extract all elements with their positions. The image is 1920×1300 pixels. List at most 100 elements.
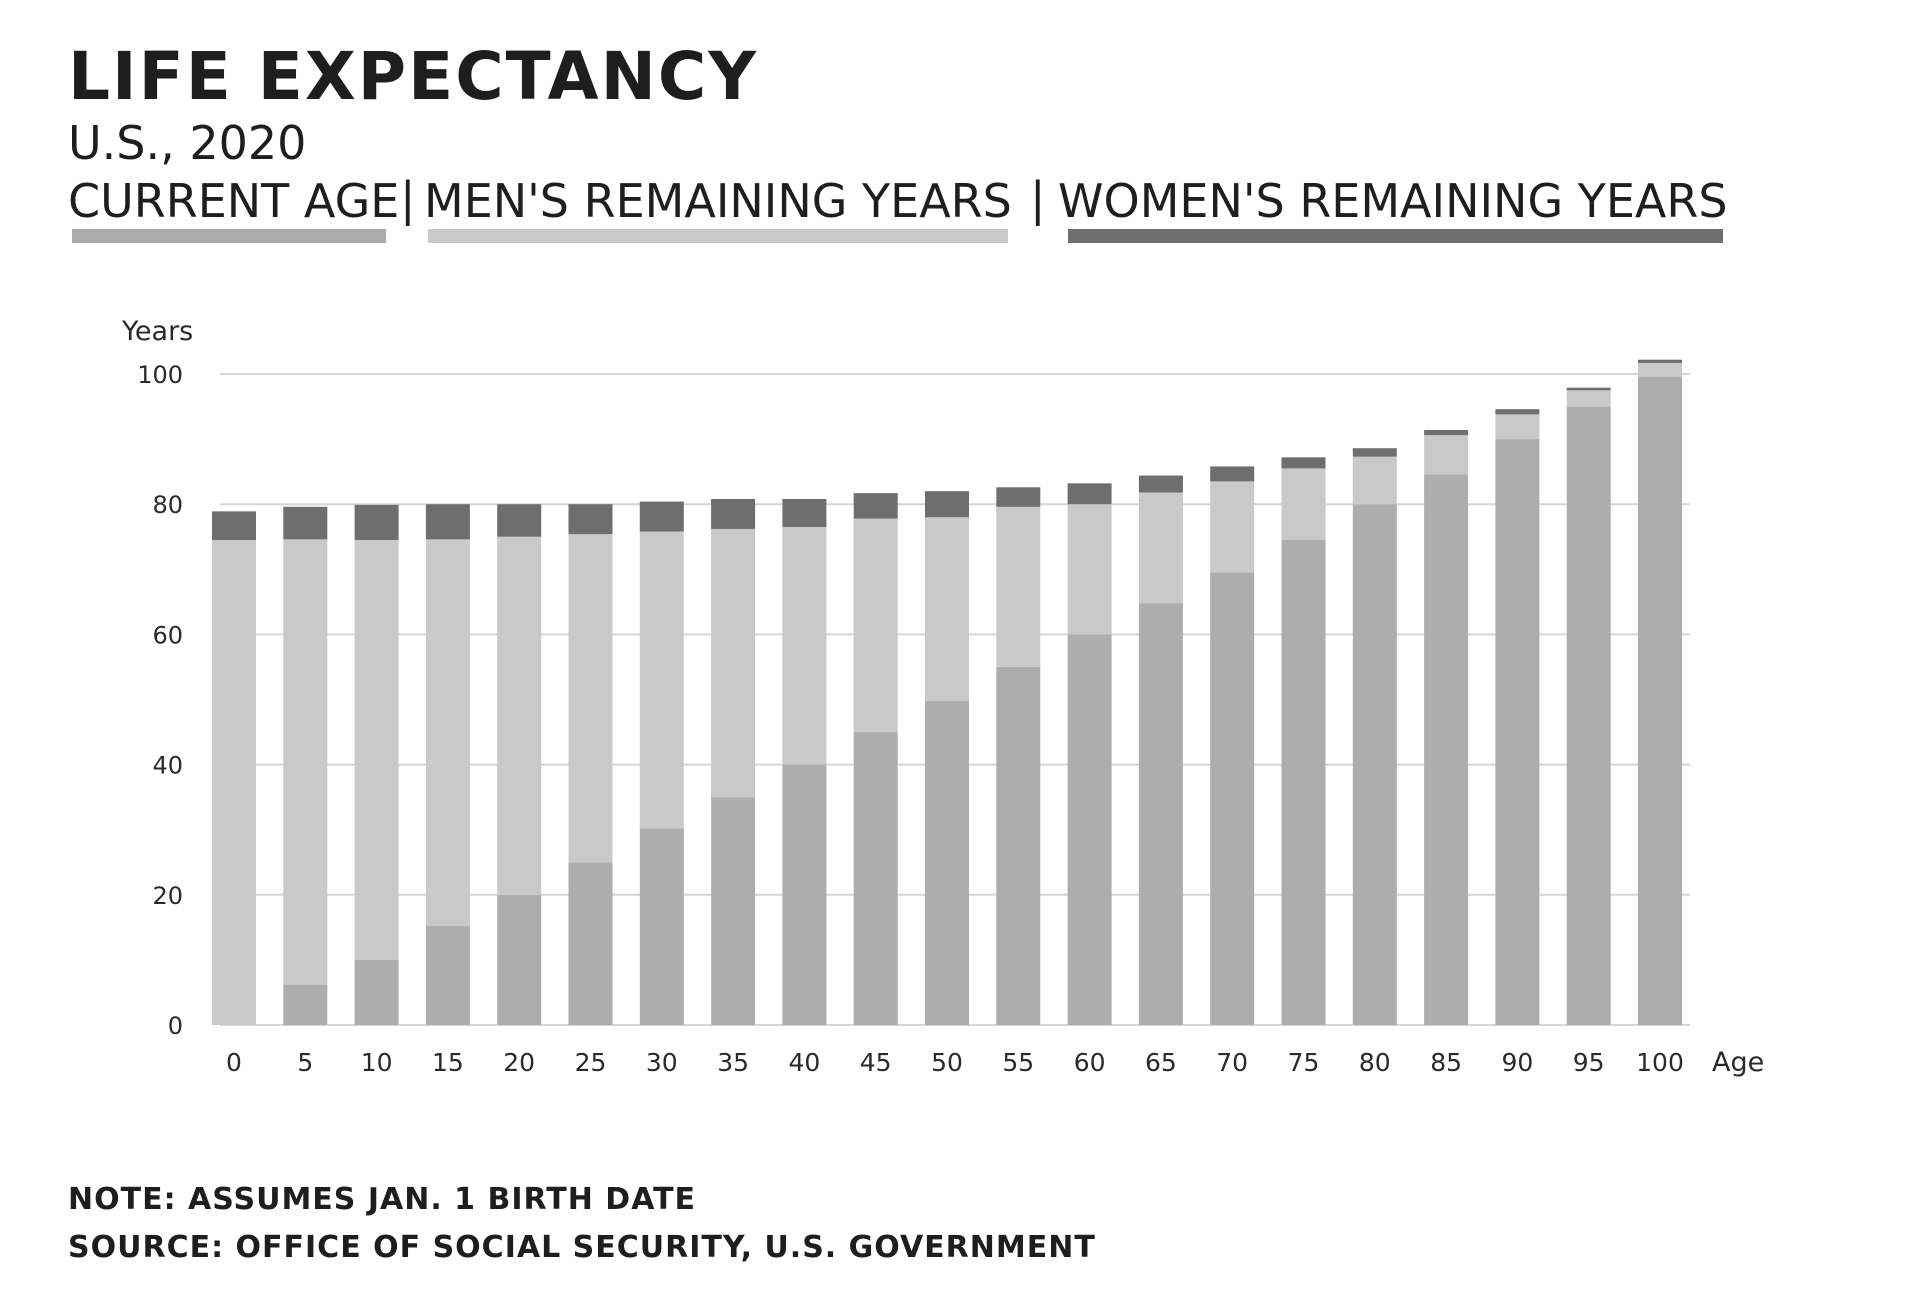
x-tick-label: 40 <box>788 1048 820 1077</box>
bar-segment-current-age <box>283 984 328 1025</box>
bar-segment-mens-remaining <box>639 531 684 829</box>
y-tick-label: 80 <box>152 491 183 519</box>
bar-segment-mens-remaining <box>212 540 256 1025</box>
legend-swatch-womens-remaining <box>1068 229 1723 243</box>
y-tick-label: 20 <box>152 882 183 910</box>
legend-swatch-mens-remaining <box>428 229 1008 243</box>
bar-segment-womens-remaining <box>1638 359 1682 363</box>
x-tick-label: 20 <box>503 1048 535 1077</box>
bar-segment-mens-remaining <box>1138 492 1183 604</box>
footnote-source: SOURCE: OFFICE OF SOCIAL SECURITY, U.S. … <box>68 1230 1096 1265</box>
x-tick-label: 75 <box>1288 1048 1320 1077</box>
bar-segment-mens-remaining <box>996 506 1041 667</box>
bar-segment-womens-remaining <box>925 491 969 518</box>
bar-segment-current-age <box>1352 504 1397 1025</box>
x-tick-label: 25 <box>575 1048 607 1077</box>
bar-segment-current-age <box>1495 439 1540 1026</box>
bar-segment-current-age <box>996 666 1041 1025</box>
x-tick-label: 60 <box>1074 1048 1106 1077</box>
bar-segment-current-age <box>782 764 827 1025</box>
bar-segment-mens-remaining <box>1210 481 1255 573</box>
y-tick-label: 60 <box>152 621 183 649</box>
bar-segment-womens-remaining <box>283 506 328 540</box>
footnote-note: NOTE: ASSUMES JAN. 1 BIRTH DATE <box>68 1182 697 1217</box>
bar-segment-womens-remaining <box>782 498 827 527</box>
bar-segment-womens-remaining <box>1210 466 1255 482</box>
legend-label-current-age: CURRENT AGE <box>68 174 400 228</box>
bar-segment-current-age <box>568 862 613 1025</box>
bar-segment-current-age <box>1138 603 1183 1025</box>
x-tick-label: 65 <box>1145 1048 1177 1077</box>
bar-segment-womens-remaining <box>1495 409 1540 415</box>
bar-segment-current-age <box>1566 406 1611 1025</box>
legend-separator: | <box>1030 172 1046 226</box>
bar-segment-womens-remaining <box>497 504 542 537</box>
chart-title: LIFE EXPECTANCY <box>68 38 759 115</box>
bar-segment-current-age <box>425 926 470 1025</box>
legend-separator: | <box>400 172 416 226</box>
bar-segment-mens-remaining <box>568 534 613 863</box>
x-tick-label: 55 <box>1002 1048 1034 1077</box>
legend-label-womens-remaining: WOMEN'S REMAINING YEARS <box>1058 174 1728 228</box>
bar-segment-current-age <box>639 828 684 1025</box>
bar-segment-current-age <box>925 700 969 1025</box>
bar-segment-current-age <box>1638 376 1682 1025</box>
bar-segment-womens-remaining <box>1566 387 1611 391</box>
x-tick-label: 100 <box>1636 1048 1684 1077</box>
bar-segment-mens-remaining <box>1067 504 1112 635</box>
chart-subtitle: U.S., 2020 <box>68 116 307 170</box>
x-tick-label: 35 <box>717 1048 749 1077</box>
bar-segment-mens-remaining <box>853 518 898 733</box>
bar-segment-mens-remaining <box>711 528 756 798</box>
bar-segment-womens-remaining <box>639 501 684 532</box>
bar-segment-mens-remaining <box>354 540 399 960</box>
x-tick-label: 90 <box>1501 1048 1533 1077</box>
bar-segment-womens-remaining <box>354 504 399 541</box>
x-tick-label: 85 <box>1430 1048 1462 1077</box>
bar-segment-womens-remaining <box>996 487 1041 507</box>
bar-segment-womens-remaining <box>425 504 470 540</box>
bar-segment-current-age <box>354 959 399 1025</box>
x-tick-label: 45 <box>860 1048 892 1077</box>
y-axis-title: Years <box>121 316 193 347</box>
bar-segment-womens-remaining <box>1281 457 1326 469</box>
bar-segment-womens-remaining <box>711 498 756 529</box>
bar-segment-mens-remaining <box>1638 362 1682 377</box>
x-tick-label: 95 <box>1573 1048 1605 1077</box>
bar-segment-mens-remaining <box>283 539 328 985</box>
x-tick-label: 80 <box>1359 1048 1391 1077</box>
y-tick-label: 100 <box>137 361 183 389</box>
bar-segment-mens-remaining <box>1352 456 1397 505</box>
x-axis-title: Age <box>1712 1047 1764 1078</box>
bar-segment-womens-remaining <box>212 511 256 541</box>
bar-segment-current-age <box>711 797 756 1025</box>
x-tick-label: 0 <box>226 1048 242 1077</box>
y-tick-label: 40 <box>152 752 183 780</box>
bar-segment-mens-remaining <box>925 517 969 701</box>
bar-segment-womens-remaining <box>1352 448 1397 457</box>
bar-segment-mens-remaining <box>1281 468 1326 541</box>
bar-segment-womens-remaining <box>1138 475 1183 493</box>
x-tick-label: 5 <box>297 1048 313 1077</box>
y-tick-label: 0 <box>168 1012 183 1040</box>
legend-label-mens-remaining: MEN'S REMAINING YEARS <box>424 174 1012 228</box>
bar-segment-mens-remaining <box>1566 390 1611 407</box>
bar-segment-womens-remaining <box>853 493 898 519</box>
bar-segment-current-age <box>1424 474 1469 1025</box>
bar-segment-womens-remaining <box>568 504 613 535</box>
x-tick-label: 30 <box>646 1048 678 1077</box>
bar-segment-mens-remaining <box>497 536 542 895</box>
bar-segment-mens-remaining <box>782 526 827 765</box>
bar-segment-mens-remaining <box>1495 414 1540 440</box>
bar-segment-womens-remaining <box>1424 429 1469 436</box>
bar-segment-womens-remaining <box>1067 483 1112 505</box>
bar-segment-current-age <box>497 894 542 1025</box>
x-tick-label: 10 <box>361 1048 393 1077</box>
x-tick-label: 15 <box>432 1048 464 1077</box>
x-tick-label: 50 <box>931 1048 963 1077</box>
bar-segment-mens-remaining <box>425 539 470 927</box>
legend-swatch-current-age <box>72 229 386 243</box>
bar-segment-current-age <box>1281 540 1326 1025</box>
x-tick-label: 70 <box>1216 1048 1248 1077</box>
